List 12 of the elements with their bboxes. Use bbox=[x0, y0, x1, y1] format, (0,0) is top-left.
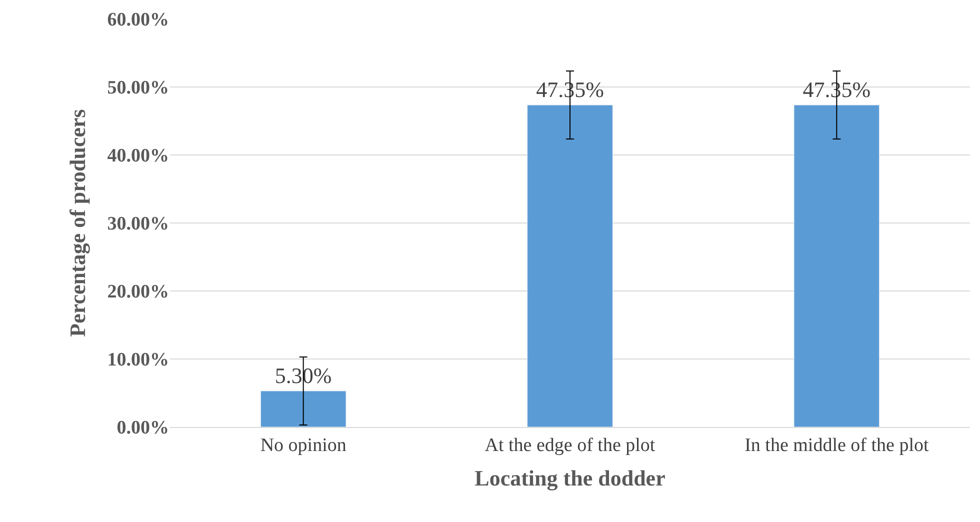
x-tick-label: At the edge of the plot bbox=[484, 434, 656, 456]
y-tick-label: 30.00% bbox=[107, 214, 169, 235]
y-tick-label: 50.00% bbox=[107, 78, 169, 99]
x-tick-label: In the middle of the plot bbox=[744, 434, 930, 456]
y-tick-label: 0.00% bbox=[116, 418, 169, 439]
y-tick-label: 40.00% bbox=[107, 146, 169, 167]
y-tick-label: 20.00% bbox=[107, 282, 169, 303]
y-tick-label: 10.00% bbox=[107, 350, 169, 371]
x-axis-title: Locating the dodder bbox=[474, 466, 666, 491]
x-tick-label: No opinion bbox=[260, 434, 347, 456]
y-axis-title: Percentage of producers bbox=[65, 108, 90, 337]
y-tick-label: 60.00% bbox=[107, 10, 169, 31]
